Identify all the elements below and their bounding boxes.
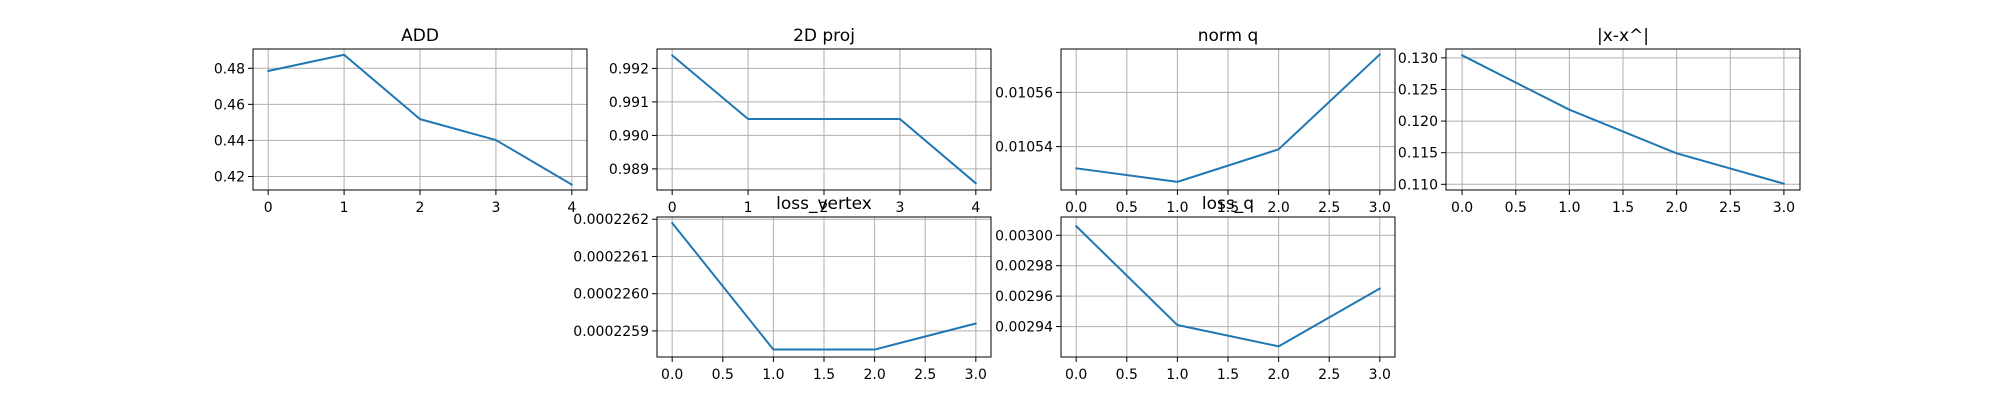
series-line <box>1461 54 1785 185</box>
subplot-4: 0.0 0.5 1.0 1.5 2.0 2.5 3.0 0.110 0.115 0.120 0.12… <box>1398 26 1801 216</box>
series-line <box>671 221 977 351</box>
x-tick-label: 2.0 <box>1666 200 1688 216</box>
y-tick-label: 0.0002259 <box>573 324 649 340</box>
x-tick-label: 1.0 <box>1166 200 1188 216</box>
x-tick-label: 0.0 <box>1065 200 1087 216</box>
x-tick-label: 0.5 <box>712 367 734 383</box>
y-tick-label: 0.990 <box>609 128 649 144</box>
x-tick-label: 2.5 <box>1318 200 1340 216</box>
y-tick-label: 0.00298 <box>995 259 1053 275</box>
series-line <box>671 54 977 185</box>
x-tick-label: 0.0 <box>661 367 683 383</box>
x-tick-label: 1.0 <box>762 367 784 383</box>
x-tick-label: 1.5 <box>1217 200 1239 216</box>
x-tick-label: 1.5 <box>1217 367 1239 383</box>
y-tick-label: 0.00296 <box>995 289 1053 305</box>
y-tick-label: 0.992 <box>609 61 649 77</box>
x-tick-label: 4 <box>971 200 980 216</box>
subplot-3: 0.0 0.5 1.0 1.5 2.0 2.5 3.0 0.01054 0.01056 norm … <box>995 26 1396 216</box>
x-tick-label: 1.5 <box>813 367 835 383</box>
x-tick-label: 0.5 <box>1116 367 1138 383</box>
x-tick-label: 0 <box>264 200 273 216</box>
x-tick-label: 1 <box>340 200 349 216</box>
y-tick-label: 0.991 <box>609 95 649 111</box>
x-tick-label: 3 <box>491 200 500 216</box>
y-tick-label: 0.110 <box>1398 177 1438 193</box>
y-tick-label: 0.0002260 <box>573 287 649 303</box>
chart-title: norm q <box>1198 26 1259 46</box>
x-tick-label: 3.0 <box>1773 200 1795 216</box>
y-tick-label: 0.0002261 <box>573 249 649 265</box>
y-tick-label: 0.42 <box>214 169 245 185</box>
chart-title: loss_vertex <box>776 194 872 214</box>
x-tick-label: 3.0 <box>1369 200 1391 216</box>
y-tick-label: 0.00294 <box>995 320 1053 336</box>
x-tick-label: 1.0 <box>1166 367 1188 383</box>
y-tick-label: 0.01056 <box>995 85 1053 101</box>
series-line <box>267 53 573 186</box>
subplot-5: 0.0 0.5 1.0 1.5 2.0 2.5 3.0 0.0002259 0.0002260 0… <box>573 194 992 383</box>
y-tick-label: 0.01054 <box>995 140 1053 156</box>
y-tick-label: 0.130 <box>1398 51 1438 67</box>
x-tick-label: 1 <box>744 200 753 216</box>
y-tick-label: 0.0002262 <box>573 212 649 228</box>
x-tick-label: 2.0 <box>1267 367 1289 383</box>
y-tick-label: 0.44 <box>214 133 245 149</box>
x-tick-label: 0.0 <box>1451 200 1473 216</box>
y-tick-label: 0.48 <box>214 61 245 77</box>
series-line <box>1075 53 1381 183</box>
x-tick-label: 3.0 <box>1369 367 1391 383</box>
x-tick-label: 2.5 <box>914 367 936 383</box>
y-tick-label: 0.989 <box>609 162 649 178</box>
x-tick-label: 0 <box>668 200 677 216</box>
x-tick-label: 0.5 <box>1116 200 1138 216</box>
y-tick-label: 0.120 <box>1398 114 1438 130</box>
x-tick-label: 4 <box>567 200 576 216</box>
x-tick-label: 2.5 <box>1318 367 1340 383</box>
subplot-2: 0 1 2 3 4 0.989 0.990 0.991 0.992 2D proj <box>609 26 992 216</box>
x-tick-label: 2 <box>820 200 829 216</box>
y-tick-label: 0.46 <box>214 97 245 113</box>
chart-title: 2D proj <box>793 26 855 46</box>
x-tick-label: 2.0 <box>1267 200 1289 216</box>
chart-title: |x-x^| <box>1597 26 1649 46</box>
x-tick-label: 3 <box>895 200 904 216</box>
series-line <box>1075 225 1381 348</box>
x-tick-label: 2.0 <box>863 367 885 383</box>
x-tick-label: 2 <box>416 200 425 216</box>
x-tick-label: 2.5 <box>1719 200 1741 216</box>
x-tick-label: 3.0 <box>965 367 987 383</box>
x-tick-label: 0.5 <box>1505 200 1527 216</box>
chart-title: ADD <box>401 26 439 46</box>
subplot-6: 0.0 0.5 1.0 1.5 2.0 2.5 3.0 0.00294 0.00296 0.002… <box>995 194 1396 383</box>
chart-title: loss_q <box>1202 194 1254 214</box>
x-tick-label: 1.5 <box>1612 200 1634 216</box>
x-tick-label: 0.0 <box>1065 367 1087 383</box>
y-tick-label: 0.00300 <box>995 228 1053 244</box>
subplot-1: 0 1 2 3 4 0.42 0.44 0.46 0.48 ADD <box>214 26 588 216</box>
x-tick-label: 1.0 <box>1558 200 1580 216</box>
y-tick-label: 0.115 <box>1398 146 1438 162</box>
y-tick-label: 0.125 <box>1398 82 1438 98</box>
